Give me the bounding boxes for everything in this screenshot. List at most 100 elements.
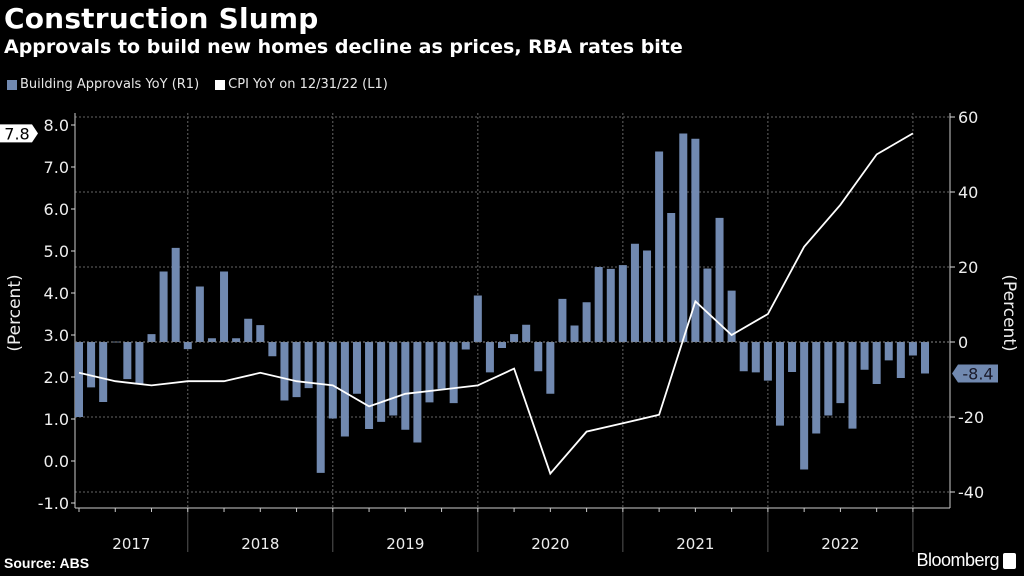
right-axis-title: (Percent)	[999, 274, 1019, 351]
year-label: 2020	[531, 535, 569, 553]
bar-building-approvals	[570, 325, 579, 342]
bar-building-approvals	[159, 271, 168, 342]
bar-building-approvals	[123, 342, 132, 380]
bar-building-approvals	[582, 302, 591, 342]
bar-building-approvals	[87, 342, 96, 388]
bar-building-approvals	[751, 342, 760, 373]
bar-building-approvals	[147, 334, 156, 342]
cpi-last-value: 7.8	[4, 124, 29, 143]
bar-building-approvals	[135, 342, 144, 384]
bar-building-approvals	[800, 342, 809, 470]
bar-building-approvals	[449, 342, 458, 404]
legend-item-cpi[interactable]: CPI YoY on 12/31/22 (L1)	[215, 77, 388, 92]
right-tick-label: 40	[958, 183, 978, 202]
chart-subtitle: Approvals to build new homes decline as …	[4, 36, 683, 58]
right-tick-label: 0	[958, 333, 968, 352]
bar-building-approvals	[655, 151, 664, 342]
bar-building-approvals	[485, 342, 494, 373]
brand-name: Bloomberg	[916, 550, 999, 570]
bar-building-approvals	[207, 338, 216, 342]
bar-building-approvals	[340, 342, 349, 437]
bar-building-approvals	[352, 342, 361, 394]
right-tick-label: -40	[958, 483, 984, 502]
legend-swatch-line	[215, 79, 226, 90]
left-tick-label: 4.0	[44, 284, 69, 303]
left-tick-label: 5.0	[44, 242, 69, 261]
bar-building-approvals	[727, 290, 736, 342]
bloomberg-logo: Bloomberg	[916, 550, 1016, 571]
bar-building-approvals	[630, 243, 639, 342]
bar-building-approvals	[280, 342, 289, 401]
bar-building-approvals	[896, 342, 905, 378]
bar-building-approvals	[401, 342, 410, 430]
bar-building-approvals	[75, 342, 83, 417]
approvals-last-value: -8.4	[962, 365, 993, 384]
bar-building-approvals	[739, 342, 748, 372]
bar-building-approvals	[558, 298, 567, 342]
bar-building-approvals	[232, 338, 241, 342]
left-tick-label: 7.0	[44, 158, 69, 177]
left-tick-label: 6.0	[44, 200, 69, 219]
left-tick-label: -1.0	[38, 494, 69, 513]
bar-building-approvals	[546, 342, 555, 394]
year-label: 2017	[112, 535, 150, 553]
bar-building-approvals	[884, 342, 893, 361]
bar-building-approvals	[268, 342, 277, 357]
bar-building-approvals	[667, 213, 676, 342]
left-tick-label: 8.0	[44, 116, 69, 135]
bar-building-approvals	[715, 217, 724, 342]
left-tick-label: 2.0	[44, 368, 69, 387]
bar-building-approvals	[679, 133, 688, 342]
bar-building-approvals	[703, 268, 712, 342]
bar-building-approvals	[510, 334, 519, 342]
cpi-last-value-callout	[0, 124, 38, 143]
bar-building-approvals	[473, 295, 482, 342]
bar-building-approvals	[195, 286, 204, 342]
left-tick-label: 1.0	[44, 410, 69, 429]
bar-building-approvals	[921, 342, 929, 374]
legend-item-building-approvals[interactable]: Building Approvals YoY (R1)	[7, 77, 199, 92]
bar-building-approvals	[824, 342, 833, 416]
bar-building-approvals	[788, 342, 797, 372]
bar-building-approvals	[316, 342, 325, 473]
source-note: Source: ABS	[4, 555, 90, 571]
bar-building-approvals	[256, 325, 265, 342]
bloomberg-chart-icon	[1003, 552, 1016, 569]
bar-building-approvals	[328, 342, 337, 419]
cpi-line	[78, 132, 914, 476]
bar-building-approvals	[304, 342, 313, 389]
year-label: 2021	[676, 535, 714, 553]
bar-building-approvals	[872, 342, 881, 384]
bar-building-approvals	[522, 324, 531, 342]
bar-building-approvals	[220, 271, 229, 342]
bar-building-approvals	[365, 342, 374, 429]
bar-building-approvals	[618, 265, 627, 342]
right-tick-label: -20	[958, 408, 984, 427]
bar-building-approvals	[691, 138, 700, 342]
bar-building-approvals	[534, 342, 543, 372]
bar-building-approvals	[594, 267, 603, 342]
year-label: 2018	[241, 535, 279, 553]
bar-building-approvals	[848, 342, 857, 429]
bar-building-approvals	[99, 342, 108, 402]
bar-building-approvals	[498, 342, 506, 348]
left-tick-label: 3.0	[44, 326, 69, 345]
bar-building-approvals	[425, 342, 434, 403]
year-label: 2019	[386, 535, 424, 553]
bar-building-approvals	[292, 342, 301, 398]
bar-building-approvals	[763, 342, 772, 381]
bar-building-approvals	[377, 342, 386, 422]
right-tick-label: 20	[958, 258, 978, 277]
bar-building-approvals	[812, 342, 821, 434]
bar-building-approvals	[643, 250, 652, 342]
bar-building-approvals	[437, 342, 446, 389]
bar-building-approvals	[461, 342, 470, 350]
bar-building-approvals	[775, 342, 784, 426]
bar-building-approvals	[908, 342, 917, 356]
legend-swatch-bar	[7, 79, 17, 90]
bar-building-approvals	[860, 342, 869, 370]
year-label: 2022	[821, 535, 859, 553]
bar-building-approvals	[389, 342, 398, 416]
chart-title: Construction Slump	[4, 2, 319, 35]
